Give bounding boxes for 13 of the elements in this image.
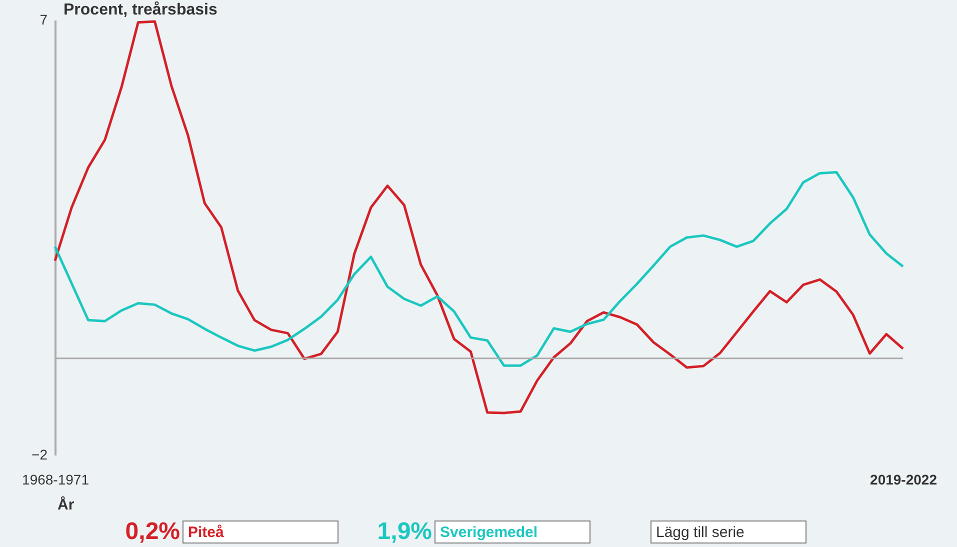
text: Lägg till serie — [656, 524, 744, 541]
y-axis-title: Procent, treårsbasis — [64, 0, 218, 18]
y-tick-label: −2 — [32, 446, 48, 462]
line-series — [54, 20, 904, 414]
text: Piteå — [188, 524, 225, 541]
y-tick-label: 7 — [40, 12, 48, 28]
x-tick-label: 2019-2022 — [870, 472, 938, 488]
x-axis-title: År — [58, 496, 74, 514]
text: 0,2% — [125, 518, 180, 545]
text: 1,9% — [377, 518, 432, 545]
x-tick-label: 1968-1971 — [22, 472, 90, 488]
text: Sverigemedel — [440, 524, 538, 541]
line-series — [54, 171, 904, 367]
